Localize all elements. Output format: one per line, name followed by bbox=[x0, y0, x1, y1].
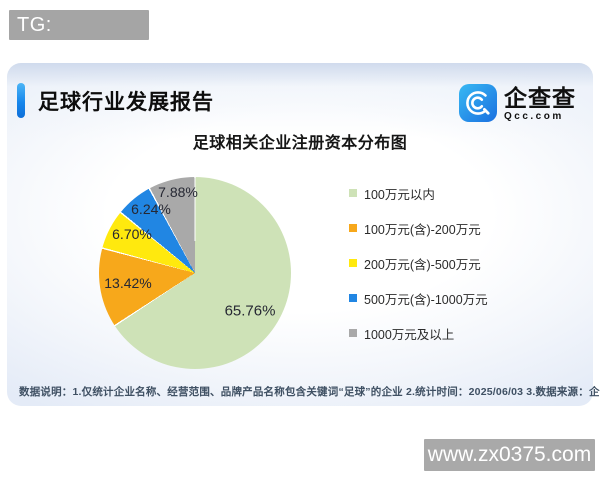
legend-item: 100万元以内 bbox=[349, 183, 488, 203]
report-card bbox=[7, 63, 593, 406]
chart-title: 足球相关企业注册资本分布图 bbox=[192, 135, 408, 152]
pie-slice-label: 65.76% bbox=[224, 302, 276, 320]
report-title: 足球行业发展报告 bbox=[38, 91, 214, 114]
pie-slice-label: 7.88% bbox=[158, 184, 198, 200]
qcc-logo-icon bbox=[459, 84, 497, 122]
legend-swatch bbox=[349, 294, 357, 302]
bottom-right-watermark: www.zx0375.com bbox=[424, 439, 595, 471]
pie-slice-label: 6.24% bbox=[131, 201, 171, 217]
legend-swatch bbox=[349, 329, 357, 337]
legend-label: 200万元(含)-500万元 bbox=[364, 257, 481, 272]
legend-swatch bbox=[349, 224, 357, 232]
title-accent-bar bbox=[17, 83, 25, 118]
legend-label: 500万元(含)-1000万元 bbox=[364, 292, 488, 307]
top-left-watermark: TG: MYYJJPP bbox=[9, 10, 149, 66]
pie-slice-label: 13.42% bbox=[104, 275, 152, 291]
qcc-logo-text: 企查查 Qcc.com bbox=[504, 84, 576, 122]
legend-label: 100万元以内 bbox=[364, 187, 435, 202]
pie-chart bbox=[99, 177, 291, 369]
chart-legend: 100万元以内 100万元(含)-200万元 200万元(含)-500万元 50… bbox=[349, 183, 488, 358]
legend-swatch bbox=[349, 259, 357, 267]
legend-swatch bbox=[349, 189, 357, 197]
legend-label: 100万元(含)-200万元 bbox=[364, 222, 481, 237]
qcc-logo-domain: Qcc.com bbox=[504, 111, 564, 122]
data-source-note: 数据说明：1.仅统计企业名称、经营范围、品牌产品名称包含关键词“足球”的企业 2… bbox=[19, 386, 600, 398]
legend-item: 200万元(含)-500万元 bbox=[349, 253, 488, 273]
legend-item: 500万元(含)-1000万元 bbox=[349, 288, 488, 308]
legend-item: 1000万元及以上 bbox=[349, 323, 488, 343]
qcc-logo-name: 企查查 bbox=[504, 85, 576, 111]
qcc-logo: 企查查 Qcc.com bbox=[459, 84, 576, 122]
pie-slice-label: 6.70% bbox=[112, 226, 152, 242]
legend-label: 1000万元及以上 bbox=[364, 327, 455, 342]
legend-item: 100万元(含)-200万元 bbox=[349, 218, 488, 238]
